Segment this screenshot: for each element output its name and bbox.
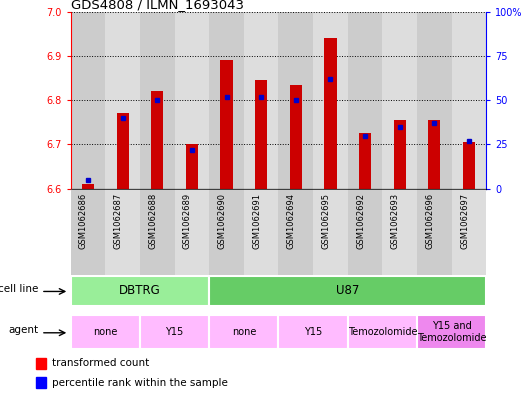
Bar xyxy=(348,315,417,349)
Bar xyxy=(71,12,105,189)
Bar xyxy=(348,189,382,275)
Bar xyxy=(71,189,105,275)
Bar xyxy=(117,114,129,189)
Text: GSM1062695: GSM1062695 xyxy=(322,193,331,249)
Text: GSM1062696: GSM1062696 xyxy=(425,193,435,249)
Bar xyxy=(209,12,244,189)
Bar xyxy=(71,276,209,306)
Text: GSM1062689: GSM1062689 xyxy=(183,193,192,249)
Bar xyxy=(140,189,175,275)
Bar xyxy=(417,315,486,349)
Text: GSM1062694: GSM1062694 xyxy=(287,193,296,249)
Bar xyxy=(452,12,486,189)
Bar xyxy=(221,61,233,189)
Bar xyxy=(140,12,175,189)
Text: cell line: cell line xyxy=(0,284,39,294)
Bar xyxy=(382,12,417,189)
Bar xyxy=(463,142,475,189)
Bar xyxy=(244,12,278,189)
Bar xyxy=(175,189,209,275)
Bar xyxy=(394,120,406,189)
Text: GSM1062693: GSM1062693 xyxy=(391,193,400,249)
Text: GSM1062690: GSM1062690 xyxy=(218,193,226,249)
Bar xyxy=(151,91,163,189)
Text: GSM1062697: GSM1062697 xyxy=(460,193,469,249)
Bar xyxy=(313,189,348,275)
Text: GSM1062692: GSM1062692 xyxy=(356,193,365,249)
Bar xyxy=(278,315,348,349)
Bar xyxy=(417,189,452,275)
Bar xyxy=(175,12,209,189)
Text: GSM1062691: GSM1062691 xyxy=(252,193,261,249)
Text: none: none xyxy=(232,327,256,337)
Bar xyxy=(417,12,452,189)
Bar xyxy=(105,189,140,275)
Bar xyxy=(140,315,209,349)
Bar xyxy=(82,184,94,189)
Text: GDS4808 / ILMN_1693043: GDS4808 / ILMN_1693043 xyxy=(71,0,244,11)
Bar xyxy=(209,189,244,275)
Text: transformed count: transformed count xyxy=(52,358,149,368)
Bar xyxy=(105,12,140,189)
Text: agent: agent xyxy=(9,325,39,335)
Bar xyxy=(359,133,371,189)
Bar xyxy=(244,189,278,275)
Bar xyxy=(36,377,46,388)
Bar xyxy=(36,358,46,369)
Text: percentile rank within the sample: percentile rank within the sample xyxy=(52,378,228,388)
Text: GSM1062688: GSM1062688 xyxy=(148,193,157,249)
Bar xyxy=(255,80,267,189)
Bar xyxy=(278,12,313,189)
Bar xyxy=(186,144,198,189)
Text: DBTRG: DBTRG xyxy=(119,284,161,298)
Bar xyxy=(428,120,440,189)
Text: U87: U87 xyxy=(336,284,359,298)
Bar xyxy=(324,38,336,189)
Text: Temozolomide: Temozolomide xyxy=(348,327,417,337)
Bar xyxy=(278,189,313,275)
Text: Y15: Y15 xyxy=(304,327,322,337)
Text: Y15: Y15 xyxy=(165,327,184,337)
Bar xyxy=(452,189,486,275)
Text: GSM1062687: GSM1062687 xyxy=(113,193,122,249)
Text: Y15 and
Temozolomide: Y15 and Temozolomide xyxy=(417,321,486,343)
Bar xyxy=(313,12,348,189)
Text: GSM1062686: GSM1062686 xyxy=(79,193,88,249)
Bar xyxy=(382,189,417,275)
Text: none: none xyxy=(93,327,118,337)
Bar xyxy=(209,315,278,349)
Bar xyxy=(71,315,140,349)
Bar xyxy=(290,85,302,189)
Bar xyxy=(209,276,486,306)
Bar xyxy=(348,12,382,189)
